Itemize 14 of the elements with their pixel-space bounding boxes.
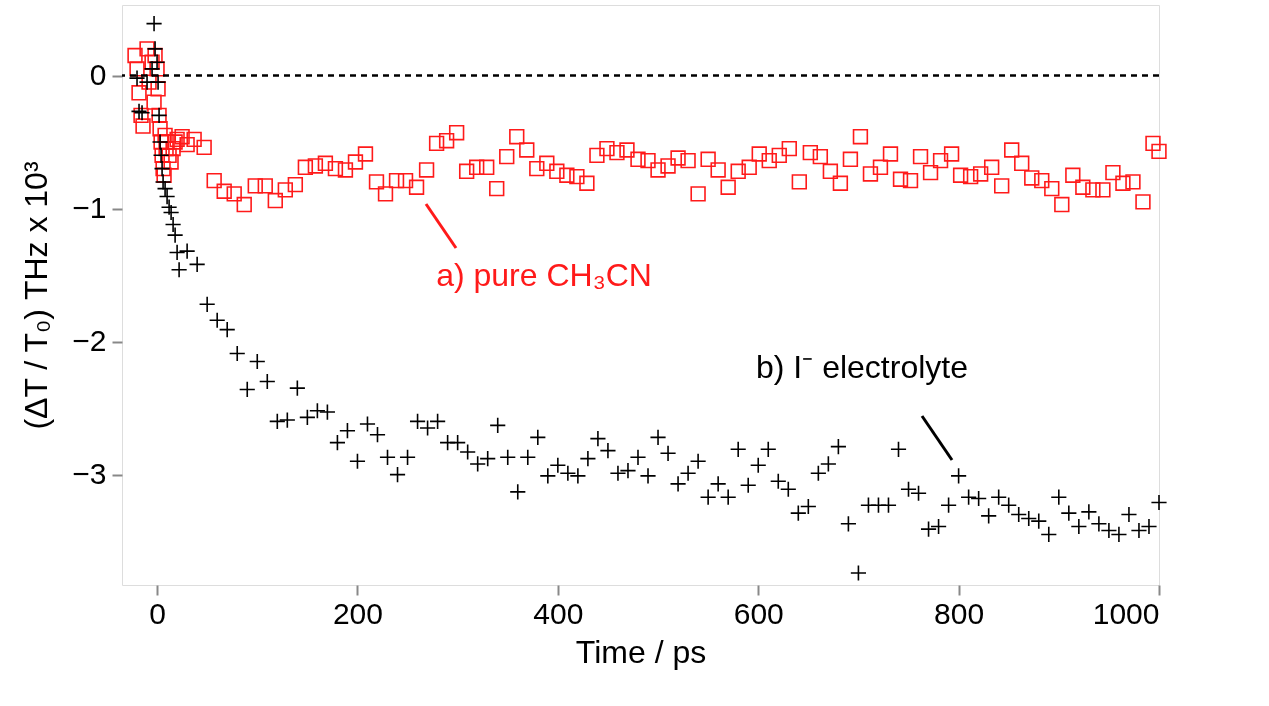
x-tick-label: 1000 (1092, 596, 1160, 630)
x-tick-label: 600 (733, 596, 784, 630)
y-tick-label: −2 (72, 324, 107, 358)
x-axis-title: Time / ps (575, 633, 707, 670)
y-axis-title: (ΔT / T₀) THz x 10³ (18, 161, 55, 430)
x-tick-label: 800 (934, 596, 985, 630)
x-tick-label: 400 (533, 596, 584, 630)
annotation: a) pure CH₃CN (436, 257, 652, 293)
x-tick-label: 200 (332, 596, 383, 630)
y-tick-label: −1 (72, 191, 107, 225)
y-tick-label: −3 (72, 457, 107, 491)
annotation: b) I⁻ electrolyte (756, 349, 968, 385)
y-tick-label: 0 (89, 58, 107, 91)
x-tick-label: 0 (149, 596, 166, 630)
